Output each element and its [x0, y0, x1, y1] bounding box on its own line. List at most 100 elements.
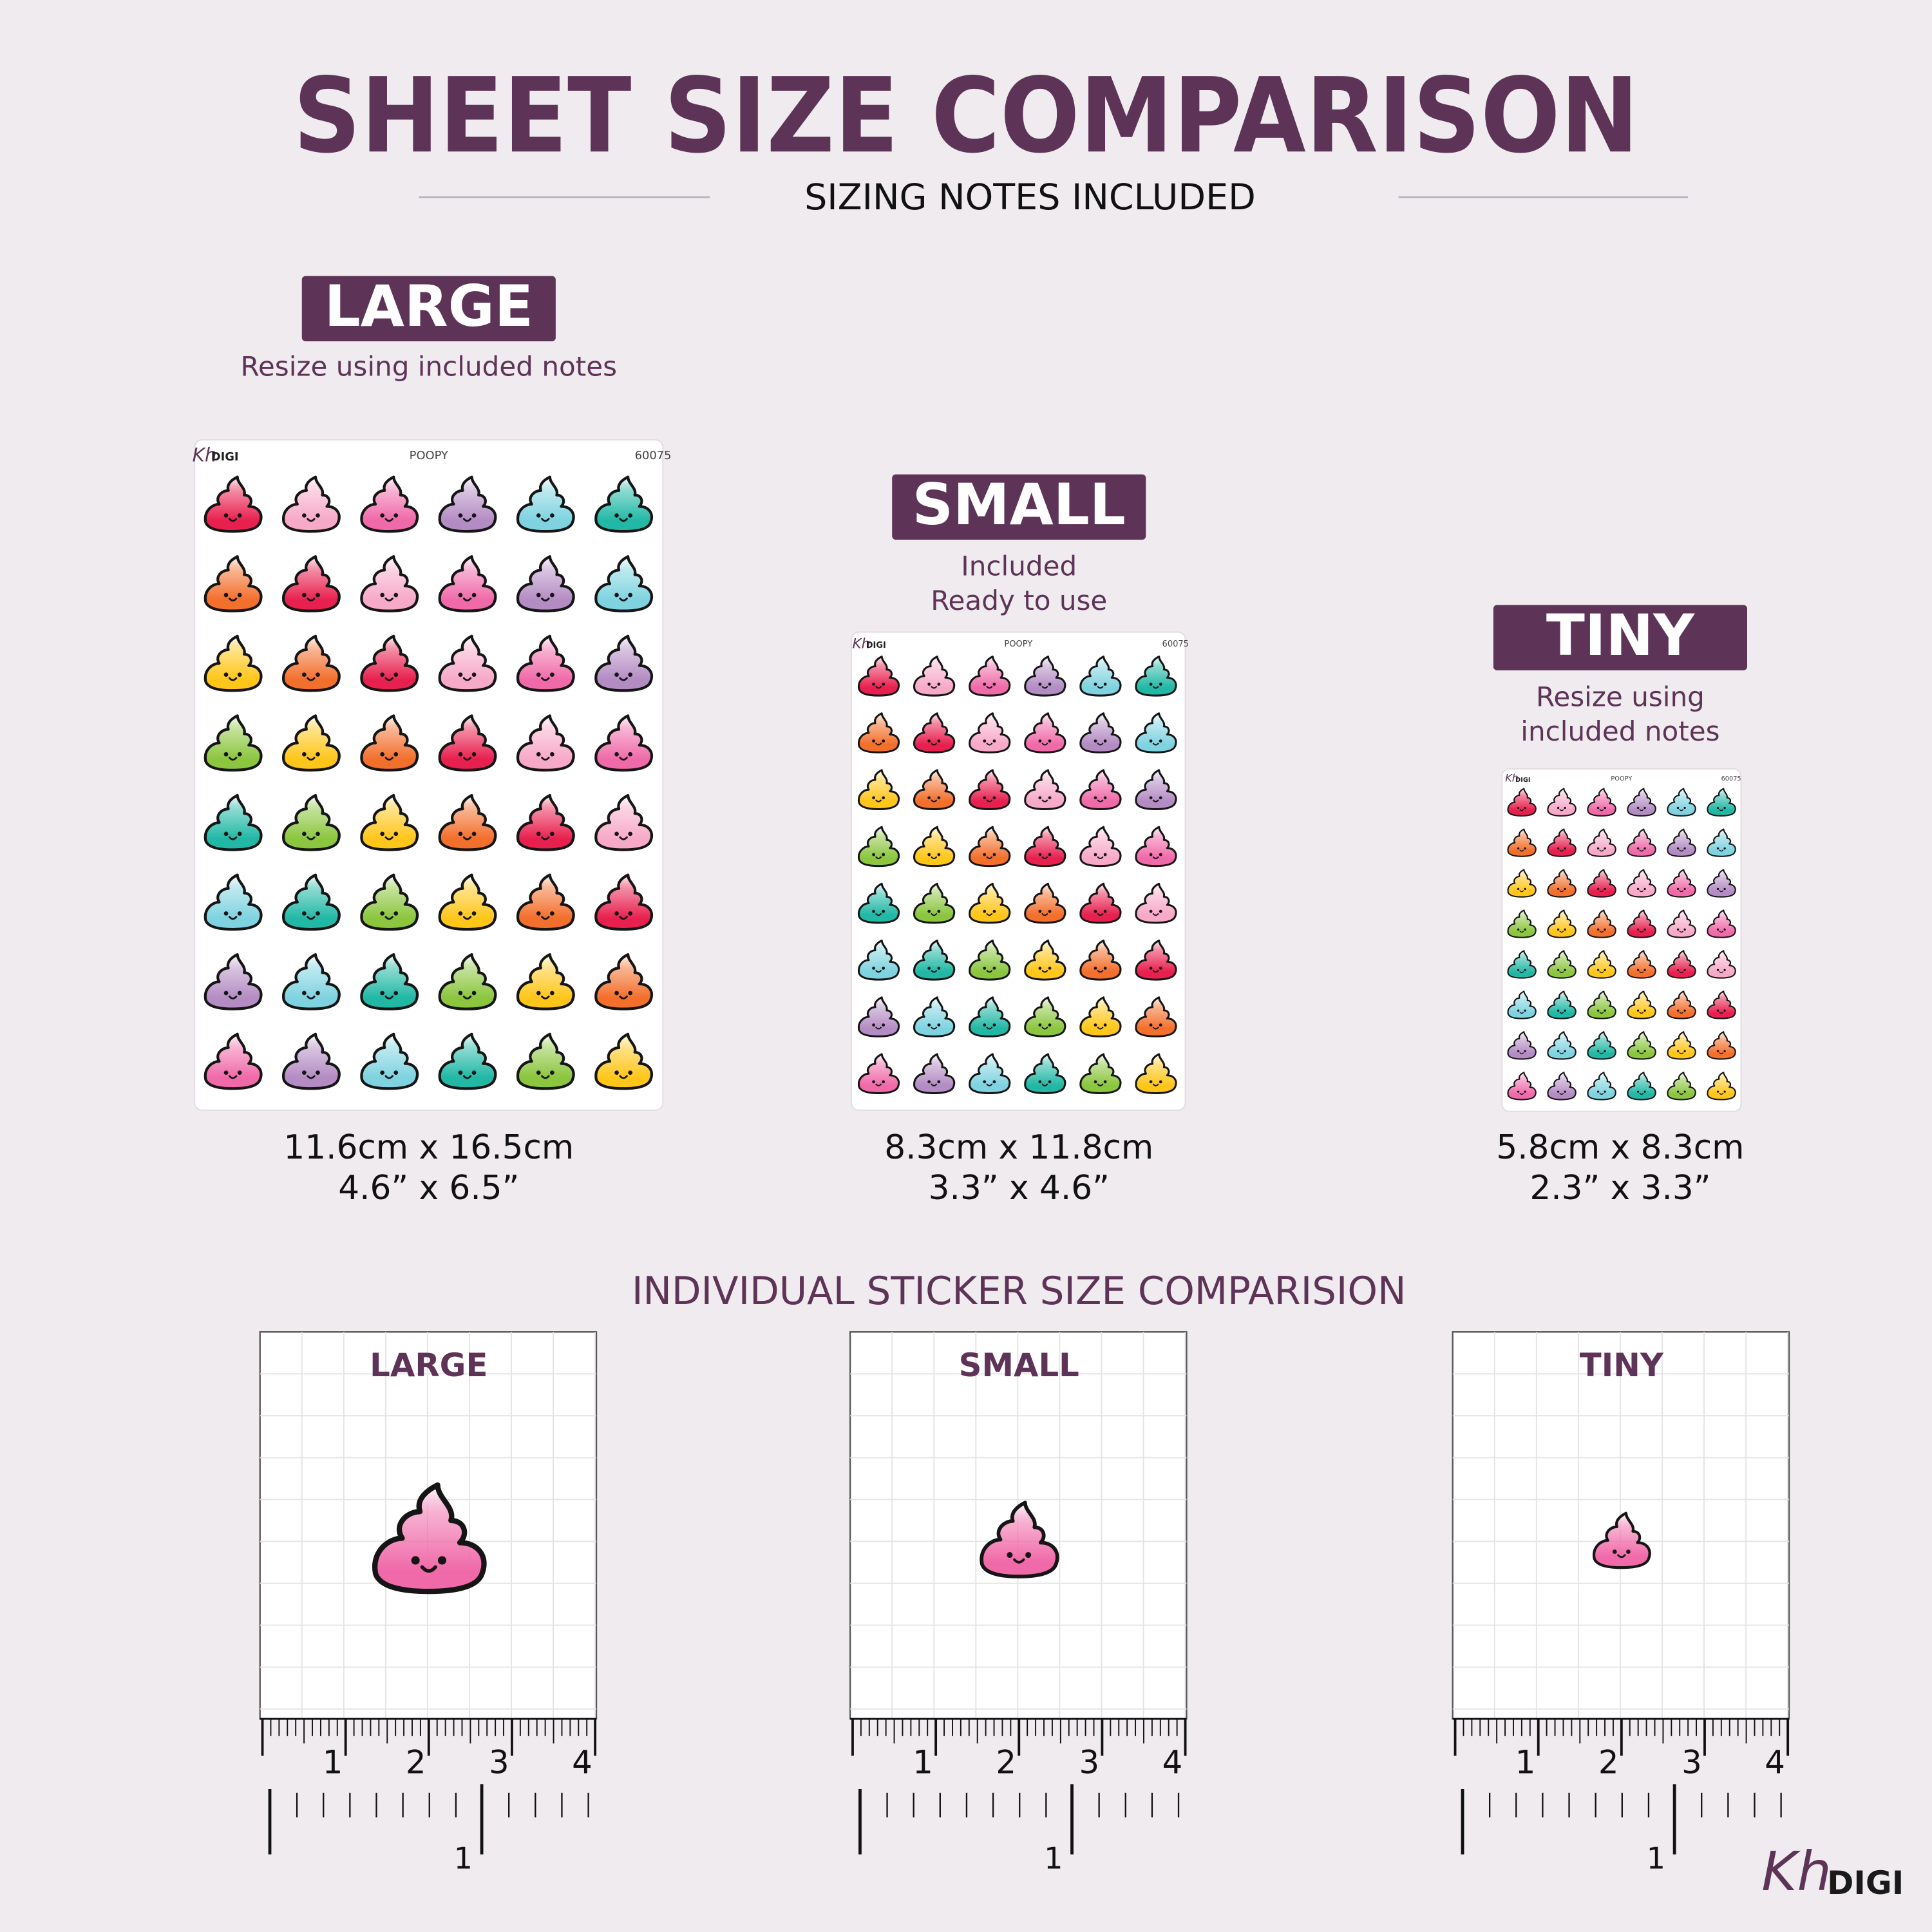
- sticker-eye: [1683, 1090, 1686, 1093]
- sticker-body: [438, 953, 497, 1010]
- sticker-smile: [1041, 1027, 1048, 1030]
- sticker-body: [204, 714, 263, 772]
- sticker: [857, 655, 900, 697]
- sticker-eye: [1094, 909, 1097, 913]
- sticker: [969, 1053, 1011, 1095]
- sticker-body: [857, 712, 900, 753]
- sticker: [1024, 882, 1066, 924]
- sticker: [1592, 1511, 1651, 1569]
- sticker-smile: [462, 836, 472, 840]
- sticker-smile: [1639, 931, 1644, 933]
- sticker: [1547, 990, 1577, 1019]
- sticker-eye: [882, 1080, 886, 1084]
- sticker: [438, 953, 497, 1010]
- sticker-eye: [316, 990, 320, 996]
- sticker: [1079, 769, 1122, 810]
- sticker-smile: [1152, 856, 1159, 860]
- sticker-eye: [1103, 796, 1107, 800]
- sticker-smile: [228, 916, 238, 920]
- sticker-eye: [882, 967, 886, 970]
- sticker-smile: [619, 916, 628, 920]
- sticker-eye: [1517, 806, 1520, 810]
- sticker-eye: [393, 831, 399, 837]
- sticker: [360, 1032, 419, 1090]
- sticker-body: [1547, 909, 1577, 938]
- sticker-smile: [931, 856, 938, 860]
- sticker-smile: [307, 916, 316, 920]
- sticker-eye: [458, 752, 463, 757]
- sticker-eye: [1048, 967, 1052, 970]
- sticker-body: [1079, 996, 1122, 1037]
- sticker-eye: [1048, 682, 1052, 686]
- sticker-smile: [1599, 971, 1604, 974]
- sticker: [1135, 769, 1177, 810]
- sticker-smile: [875, 686, 882, 689]
- sticker-eye: [1007, 1551, 1013, 1558]
- sticker: [282, 873, 341, 931]
- sticker-eye: [1159, 853, 1162, 857]
- sticker-eye: [316, 592, 320, 598]
- sticker-eye: [1557, 1090, 1560, 1093]
- sticker: [1079, 826, 1122, 867]
- sticker-eye: [628, 1070, 633, 1075]
- sticker: [913, 939, 956, 981]
- sticker-eye: [1723, 887, 1726, 891]
- sticker-smile: [228, 836, 238, 840]
- sticker-body: [1079, 712, 1122, 753]
- sticker-body: [516, 873, 575, 931]
- sticker-body: [913, 1053, 956, 1095]
- sticker-body: [1135, 882, 1177, 924]
- sticker-smile: [541, 916, 550, 920]
- sticker: [1627, 869, 1656, 898]
- sticker-eye: [927, 853, 931, 857]
- sticker-smile: [1097, 1083, 1104, 1086]
- sticker-body: [360, 634, 419, 692]
- sticker: [1707, 828, 1736, 857]
- sticker-eye: [393, 592, 399, 598]
- sticker-eye: [1643, 1050, 1646, 1052]
- sticker-body: [438, 555, 497, 612]
- sticker-eye: [380, 752, 384, 757]
- sheet-code: 60075: [635, 449, 672, 462]
- sticker-eye: [1517, 1050, 1520, 1052]
- sticker-body: [1667, 1072, 1696, 1101]
- sticker: [1707, 909, 1736, 938]
- sticker-eye: [223, 911, 229, 916]
- sticker: [594, 714, 653, 772]
- sticker-eye: [1564, 969, 1566, 971]
- ruler-label: 1: [323, 1743, 343, 1781]
- sheet-logo: Kh: [853, 636, 871, 652]
- sticker-body: [1024, 769, 1066, 810]
- sticker-body: [1547, 828, 1577, 857]
- badge-label: SMALL: [913, 471, 1126, 538]
- sticker-eye: [458, 1070, 463, 1075]
- sticker: [282, 714, 341, 772]
- sticker-body: [1587, 828, 1616, 857]
- sticker: [1135, 655, 1177, 697]
- size-cm: 5.8cm x 8.3cm: [1496, 1128, 1744, 1167]
- sticker-smile: [875, 856, 882, 860]
- sticker-eye: [302, 592, 307, 598]
- sticker-smile: [1519, 971, 1524, 974]
- sticker-body: [516, 475, 575, 533]
- sticker-smile: [1599, 849, 1604, 852]
- sticker-eye: [1604, 887, 1606, 891]
- sticker-eye: [1038, 1023, 1042, 1027]
- sticker-smile: [1639, 1093, 1644, 1095]
- sticker-eye: [1517, 887, 1520, 891]
- sticker-eye: [1596, 806, 1600, 810]
- sticker-eye: [380, 672, 384, 677]
- sticker-smile: [1679, 809, 1684, 811]
- sticker-smile: [384, 916, 393, 920]
- sticker-smile: [1559, 809, 1564, 811]
- sticker: [1587, 1072, 1616, 1101]
- sticker-eye: [872, 853, 875, 857]
- sticker-eye: [237, 672, 242, 677]
- sticker-body: [1507, 788, 1537, 817]
- sticker-body: [360, 873, 419, 931]
- sticker: [857, 882, 900, 924]
- sticker-body: [516, 634, 575, 692]
- sticker-smile: [1679, 1012, 1684, 1014]
- sticker-eye: [302, 831, 307, 837]
- sticker-smile: [384, 757, 393, 761]
